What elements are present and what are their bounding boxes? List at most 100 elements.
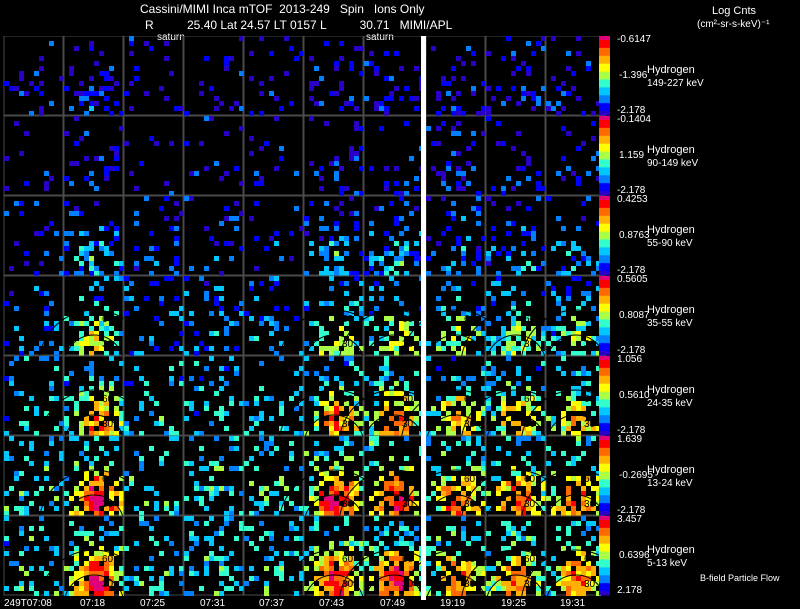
heatmap-cell — [516, 336, 521, 341]
heatmap-cell — [214, 491, 219, 496]
heatmap-cell — [471, 586, 476, 591]
heatmap-cell — [451, 96, 456, 101]
heatmap-cell — [441, 451, 446, 456]
colorbar-segment — [599, 149, 610, 153]
heatmap-cell — [199, 141, 204, 146]
heatmap-cell — [99, 376, 104, 381]
heatmap-cell — [99, 401, 104, 406]
panel-frame — [123, 115, 184, 196]
heatmap-cell — [309, 251, 314, 256]
heatmap-cell — [139, 161, 144, 166]
heatmap-cell — [576, 351, 581, 356]
colorbar-segment — [599, 95, 610, 98]
colorbar-segment — [599, 116, 610, 119]
heatmap-cell — [209, 516, 214, 521]
heatmap-cell — [314, 496, 319, 501]
heatmap-cell — [581, 551, 586, 556]
heatmap-cell — [384, 431, 389, 436]
heatmap-cell — [506, 591, 511, 596]
heatmap-cell — [244, 461, 249, 466]
heatmap-cell — [476, 486, 481, 491]
heatmap-cell — [144, 296, 149, 301]
heatmap-cell — [359, 46, 364, 51]
heatmap-cell — [199, 276, 204, 281]
heatmap-cell — [546, 101, 551, 106]
heatmap-cell — [249, 111, 254, 116]
heatmap-cell — [109, 221, 114, 226]
colorbar-segment — [599, 239, 610, 242]
heatmap-cell — [441, 506, 446, 511]
heatmap-cell — [436, 506, 441, 511]
heatmap-cell — [74, 511, 79, 516]
heatmap-cell — [149, 536, 154, 541]
heatmap-cell — [354, 471, 359, 476]
heatmap-cell — [496, 271, 501, 276]
heatmap-cell — [379, 431, 384, 436]
colorbar-segment — [599, 315, 610, 318]
heatmap-cell — [384, 551, 389, 556]
heatmap-cell — [471, 466, 476, 471]
heatmap-cell — [414, 96, 419, 101]
heatmap-cell — [496, 506, 501, 511]
heatmap-cell — [546, 341, 551, 346]
heatmap-cell — [516, 331, 521, 336]
heatmap-cell — [379, 366, 384, 371]
heatmap-cell — [354, 411, 359, 416]
heatmap-cell — [19, 346, 24, 351]
heatmap-cell — [561, 126, 566, 131]
heatmap-cell — [576, 51, 581, 56]
heatmap-cell — [344, 571, 349, 576]
heatmap-cell — [304, 566, 309, 571]
heatmap-cell — [274, 281, 279, 286]
heatmap-cell — [174, 506, 179, 511]
heatmap-cell — [69, 106, 74, 111]
heatmap-cell — [471, 336, 476, 341]
heatmap-cell — [451, 586, 456, 591]
heatmap-cell — [354, 276, 359, 281]
heatmap-cell — [159, 551, 164, 556]
heatmap-cell — [556, 536, 561, 541]
heatmap-cell — [244, 431, 249, 436]
pitch-angle-contour — [338, 389, 450, 446]
heatmap-cell — [329, 486, 334, 491]
heatmap-cell — [174, 201, 179, 206]
heatmap-cell — [124, 286, 129, 291]
heatmap-cell — [446, 491, 451, 496]
heatmap-cell — [394, 561, 399, 566]
heatmap-cell — [349, 546, 354, 551]
heatmap-cell — [526, 231, 531, 236]
heatmap-cell — [496, 561, 501, 566]
heatmap-cell — [561, 271, 566, 276]
heatmap-cell — [476, 506, 481, 511]
contour-label: 30 — [342, 579, 354, 590]
pitch-angle-contour — [303, 574, 365, 600]
heatmap-cell — [471, 326, 476, 331]
heatmap-cell — [84, 446, 89, 451]
heatmap-cell — [79, 386, 84, 391]
colorbar-segment — [599, 221, 610, 225]
heatmap-cell — [461, 261, 466, 266]
heatmap-cell — [204, 506, 209, 511]
heatmap-cell — [94, 336, 99, 341]
heatmap-cell — [511, 301, 516, 306]
heatmap-cell — [516, 581, 521, 586]
heatmap-cell — [234, 366, 239, 371]
heatmap-cell — [394, 346, 399, 351]
heatmap-cell — [441, 441, 446, 446]
heatmap-cell — [114, 311, 119, 316]
heatmap-cell — [174, 256, 179, 261]
heatmap-cell — [309, 161, 314, 166]
heatmap-cell — [99, 316, 104, 321]
energy-range: 55-90 keV — [647, 238, 693, 249]
heatmap-cell — [496, 406, 501, 411]
heatmap-cell — [384, 271, 389, 276]
heatmap-cell — [586, 481, 591, 486]
heatmap-cell — [491, 201, 496, 206]
heatmap-cell — [54, 546, 59, 551]
heatmap-cell — [334, 426, 339, 431]
heatmap-cell — [374, 551, 379, 556]
heatmap-cell — [344, 456, 349, 461]
heatmap-cell — [329, 566, 334, 571]
heatmap-cell — [446, 526, 451, 531]
heatmap-cell — [576, 566, 581, 571]
